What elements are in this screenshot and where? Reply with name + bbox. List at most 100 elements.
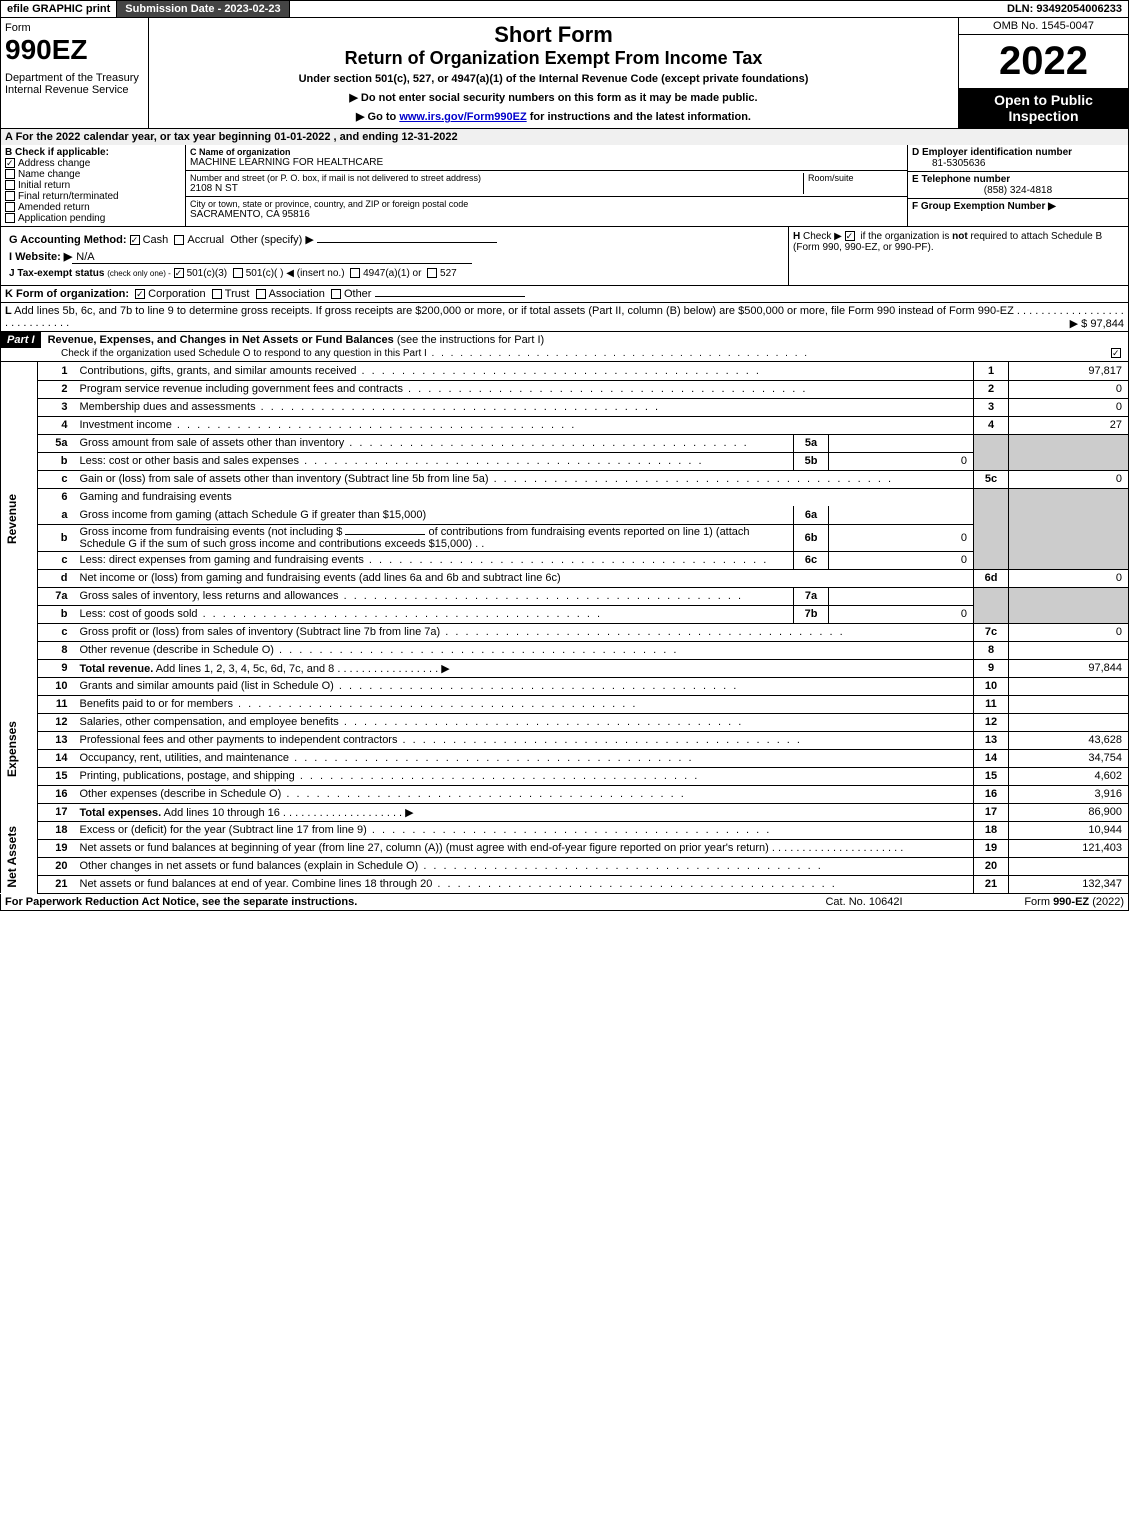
line-6c: c Less: direct expenses from gaming and …: [1, 551, 1129, 569]
b-initial-label: Initial return: [18, 180, 70, 191]
d-ein-value: 81-5305636: [912, 158, 1124, 169]
g-other: Other (specify) ▶: [230, 234, 314, 246]
line-18-desc: Excess or (deficit) for the year (Subtra…: [80, 824, 367, 836]
c-street-label: Number and street (or P. O. box, if mail…: [190, 173, 799, 183]
line-1-desc: Contributions, gifts, grants, and simila…: [80, 365, 357, 377]
line-20-rnum: 20: [974, 857, 1009, 875]
checkbox-icon[interactable]: [256, 289, 266, 299]
checkbox-icon[interactable]: [174, 235, 184, 245]
check-icon[interactable]: [135, 289, 145, 299]
e-tel-label: E Telephone number: [912, 174, 1124, 185]
b-initial-return[interactable]: Initial return: [5, 180, 181, 191]
check-icon[interactable]: [1111, 348, 1121, 358]
line-15-num: 15: [38, 767, 76, 785]
c-street-row: Number and street (or P. O. box, if mail…: [186, 171, 907, 197]
line-21: 21 Net assets or fund balances at end of…: [1, 875, 1129, 893]
line-20-desc: Other changes in net assets or fund bala…: [80, 860, 419, 872]
line-15-desc: Printing, publications, postage, and shi…: [80, 770, 295, 782]
line-21-desc: Net assets or fund balances at end of ye…: [80, 878, 433, 890]
check-icon[interactable]: [130, 235, 140, 245]
form-instruction-2: ▶ Go to www.irs.gov/Form990EZ for instru…: [157, 110, 950, 123]
checkbox-icon[interactable]: [212, 289, 222, 299]
checkbox-icon[interactable]: [233, 268, 243, 278]
id-block: B Check if applicable: Address change Na…: [0, 145, 1129, 227]
form-title-1: Short Form: [157, 22, 950, 48]
line-7b-rnum-grey: [974, 605, 1009, 623]
line-17-rval: 86,900: [1009, 803, 1129, 821]
line-6-rval-grey: [1009, 488, 1129, 506]
line-7b-num: b: [38, 605, 76, 623]
line-6-num: 6: [38, 488, 76, 506]
check-icon[interactable]: [174, 268, 184, 278]
line-6c-rval-grey: [1009, 551, 1129, 569]
irs-link[interactable]: www.irs.gov/Form990EZ: [399, 111, 526, 123]
line-6c-subnum: 6c: [794, 551, 829, 569]
line-11: 11 Benefits paid to or for members 11: [1, 695, 1129, 713]
line-15-rnum: 15: [974, 767, 1009, 785]
c-name-value: MACHINE LEARNING FOR HEALTHCARE: [190, 157, 903, 168]
efile-label[interactable]: efile GRAPHIC print: [1, 1, 117, 17]
line-14-desc: Occupancy, rent, utilities, and maintena…: [80, 752, 290, 764]
line-16: 16 Other expenses (describe in Schedule …: [1, 785, 1129, 803]
instr2-post: for instructions and the latest informat…: [527, 111, 751, 123]
check-icon: [5, 158, 15, 168]
part1-sub: Check if the organization used Schedule …: [1, 348, 1128, 361]
line-7b-subval: 0: [829, 605, 974, 623]
e-tel-row: E Telephone number (858) 324-4818: [908, 172, 1128, 199]
line-10-desc: Grants and similar amounts paid (list in…: [80, 680, 334, 692]
department-label: Department of the TreasuryInternal Reven…: [5, 72, 144, 96]
line-7b-subnum: 7b: [794, 605, 829, 623]
d-column: D Employer identification number 81-5305…: [908, 145, 1128, 226]
i-label: I Website: ▶: [9, 251, 72, 263]
line-20-num: 20: [38, 857, 76, 875]
line-5c-rval: 0: [1009, 470, 1129, 488]
f-group-row: F Group Exemption Number ▶: [908, 199, 1128, 214]
checkbox-icon[interactable]: [350, 268, 360, 278]
line-6: 6 Gaming and fundraising events: [1, 488, 1129, 506]
line-4-num: 4: [38, 416, 76, 434]
line-16-desc: Other expenses (describe in Schedule O): [80, 788, 282, 800]
part1-title: Revenue, Expenses, and Changes in Net As…: [44, 334, 545, 346]
line-13-rnum: 13: [974, 731, 1009, 749]
part1-title-sub: (see the instructions for Part I): [397, 334, 544, 346]
b-name-change[interactable]: Name change: [5, 169, 181, 180]
b-address-change[interactable]: Address change: [5, 158, 181, 169]
j-527: 527: [440, 268, 457, 279]
line-11-num: 11: [38, 695, 76, 713]
line-6a-num: a: [38, 506, 76, 524]
line-6d-rval: 0: [1009, 569, 1129, 587]
line-6d-desc: Net income or (loss) from gaming and fun…: [80, 572, 561, 584]
line-8-rnum: 8: [974, 641, 1009, 659]
b-namechg-label: Name change: [18, 169, 80, 180]
line-16-rval: 3,916: [1009, 785, 1129, 803]
k-other-input[interactable]: [375, 296, 525, 297]
g-cash: Cash: [143, 234, 169, 246]
line-1: Revenue 1 Contributions, gifts, grants, …: [1, 362, 1129, 380]
line-11-rval: [1009, 695, 1129, 713]
k-other: Other: [344, 288, 372, 300]
line-21-rnum: 21: [974, 875, 1009, 893]
line-20-rval: [1009, 857, 1129, 875]
b-final-return[interactable]: Final return/terminated: [5, 191, 181, 202]
b-application-pending[interactable]: Application pending: [5, 213, 181, 224]
topbar-spacer: [290, 1, 1001, 17]
g-other-input[interactable]: [317, 242, 497, 243]
header-left: Form 990EZ Department of the TreasuryInt…: [1, 18, 149, 128]
line-8: 8 Other revenue (describe in Schedule O)…: [1, 641, 1129, 659]
instr2-pre: ▶ Go to: [356, 111, 399, 123]
line-6b: b Gross income from fundraising events (…: [1, 524, 1129, 551]
j-label: J Tax-exempt status: [9, 268, 104, 279]
header-center: Short Form Return of Organization Exempt…: [149, 18, 958, 128]
i-value: N/A: [72, 251, 472, 264]
line-6c-desc: Less: direct expenses from gaming and fu…: [80, 554, 364, 566]
j-4947a1: 4947(a)(1) or: [363, 268, 421, 279]
line-5b-rval-grey: [1009, 452, 1129, 470]
b-pending-label: Application pending: [18, 213, 105, 224]
check-icon[interactable]: [845, 231, 855, 241]
line-10: Expenses 10 Grants and similar amounts p…: [1, 677, 1129, 695]
b-amended-return[interactable]: Amended return: [5, 202, 181, 213]
checkbox-icon[interactable]: [427, 268, 437, 278]
checkbox-icon: [5, 169, 15, 179]
line-6b-input[interactable]: [345, 534, 425, 535]
checkbox-icon[interactable]: [331, 289, 341, 299]
